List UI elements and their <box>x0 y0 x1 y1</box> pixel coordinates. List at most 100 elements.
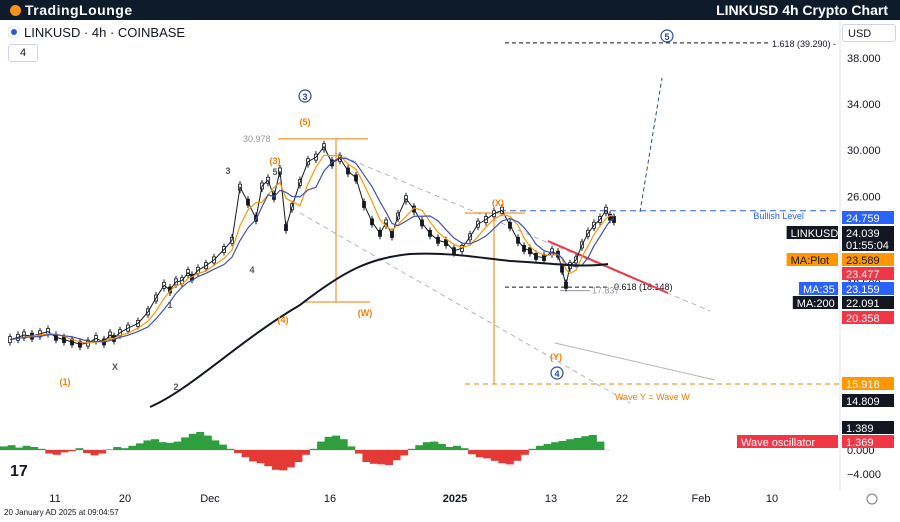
oscillator-bar <box>15 447 24 450</box>
oscillator-bar <box>498 450 507 464</box>
oscillator-bar <box>143 440 152 450</box>
wave-label: (1) <box>60 377 71 387</box>
peak-marker-label: 30.978 <box>243 134 271 144</box>
oscillator-bar <box>226 448 235 450</box>
tradingview-logo-icon: 17 <box>10 463 28 480</box>
time-tick-label: 2025 <box>443 493 467 505</box>
legend-tag-label: Wave oscillator <box>741 437 816 449</box>
oscillator-bar <box>211 440 220 450</box>
time-tick-label: 22 <box>616 493 628 505</box>
oscillator-bar <box>596 441 605 450</box>
oscillator-bar <box>241 450 250 458</box>
legend-tag-label: Bullish Level <box>753 211 804 221</box>
price-tag-bg <box>842 421 894 434</box>
oscillator-bar <box>188 433 197 450</box>
wave-equality-annotation: Wave Y = Wave W <box>615 392 690 402</box>
oscillator-bar <box>113 447 122 450</box>
wave-5-projection <box>639 77 663 213</box>
fib-0618-label: 0.618 (18.148) <box>614 282 673 292</box>
oscillator-bar <box>354 450 363 454</box>
oscillator-bar <box>392 450 401 461</box>
oscillator-bar <box>309 448 318 450</box>
settings-gear-icon <box>866 493 878 505</box>
oscillator-bar <box>385 450 393 465</box>
legend-tag-label: MA:Plot <box>791 255 830 267</box>
oscillator-bar <box>264 450 273 467</box>
currency-selector[interactable]: USD <box>842 24 896 42</box>
price-tag-bg <box>842 253 894 266</box>
oscillator-bar <box>218 444 227 450</box>
oscillator-bar <box>332 435 341 450</box>
oscillator-bar <box>286 450 295 468</box>
oscillator-bar <box>249 450 258 462</box>
legend-tag-label: LINKUSD <box>791 228 839 240</box>
brand-logo: TradingLounge <box>10 2 133 18</box>
oscillator-bar <box>234 450 242 453</box>
time-tick-label: 20 <box>119 493 131 505</box>
oscillator-bar <box>551 442 560 450</box>
oscillator-bar <box>528 448 537 450</box>
oscillator-bar <box>173 441 182 450</box>
legend-tag-bg <box>737 435 838 448</box>
price-tag-label: 24.039 <box>846 228 880 240</box>
page-title: LINKUSD 4h Crypto Chart <box>716 2 888 18</box>
oscillator-bar <box>347 446 356 450</box>
time-tick-label: Dec <box>200 493 220 505</box>
oscillator-bar <box>437 444 446 450</box>
wave-label: 4 <box>554 369 559 379</box>
oscillator-bar <box>422 442 431 450</box>
oscillator-bar <box>37 448 46 450</box>
oscillator-bar <box>339 439 348 450</box>
wave-label: (5) <box>300 117 311 127</box>
oscillator-bar <box>558 441 567 450</box>
oscillator-bar <box>0 446 8 450</box>
time-tick-label: 16 <box>324 493 336 505</box>
oscillator-bar <box>415 445 424 450</box>
price-tag-bg <box>842 296 894 309</box>
oscillator-bar <box>45 450 54 454</box>
channel-upper-line <box>334 152 711 312</box>
oscillator-bar <box>271 450 280 470</box>
oscillator-bar <box>430 441 439 450</box>
price-tag-bg <box>842 238 894 251</box>
legend-tag-bg <box>792 296 838 309</box>
channel-lower-line <box>299 212 631 404</box>
oscillator-bar <box>377 450 386 465</box>
price-tag-label: 1.369 <box>846 437 874 449</box>
oscillator-bar <box>445 447 454 450</box>
price-tag-label: 23.159 <box>846 284 880 296</box>
wave-label: (3) <box>270 156 281 166</box>
coin-icon <box>10 5 21 16</box>
price-tag-bg <box>842 435 894 448</box>
oscillator-bar <box>543 444 552 450</box>
price-tag-bg <box>842 267 894 280</box>
oscillator-bar <box>566 439 575 450</box>
price-tag-label: 1.389 <box>846 423 874 435</box>
price-tag-label: 24.759 <box>846 213 880 225</box>
oscillator-bar <box>128 445 137 450</box>
timestamp: 20 January AD 2025 at 09:04:57 <box>4 508 119 517</box>
oscillator-bar <box>75 448 84 450</box>
wave-label: 5 <box>664 32 669 42</box>
oscillator-bar <box>581 436 590 450</box>
price-tick-label: 38.000 <box>847 53 881 65</box>
oscillator-bar <box>22 445 31 450</box>
price-tag-label: 20.358 <box>846 313 880 325</box>
oscillator-bar <box>166 442 175 450</box>
oscillator-tick-label: −4.000 <box>847 469 881 481</box>
oscillator-bar <box>98 450 107 454</box>
symbol-info[interactable]: LINKUSD · 4h · COINBASE <box>8 25 185 40</box>
wave-label-circle <box>660 29 674 43</box>
price-tag-bg <box>842 211 894 224</box>
price-tick-label: 34.000 <box>847 99 881 111</box>
oscillator-bar <box>83 450 91 453</box>
wave-label: 1 <box>167 300 172 310</box>
oscillator-bar <box>460 448 469 450</box>
legend-tag-bg <box>786 226 838 239</box>
price-tag-label: 15.918 <box>846 379 880 391</box>
price-tag-label: 01:55:04 <box>846 240 889 252</box>
oscillator-bar <box>407 448 416 450</box>
oscillator-bar <box>588 435 597 450</box>
interval-badge[interactable]: 4 <box>8 44 38 62</box>
